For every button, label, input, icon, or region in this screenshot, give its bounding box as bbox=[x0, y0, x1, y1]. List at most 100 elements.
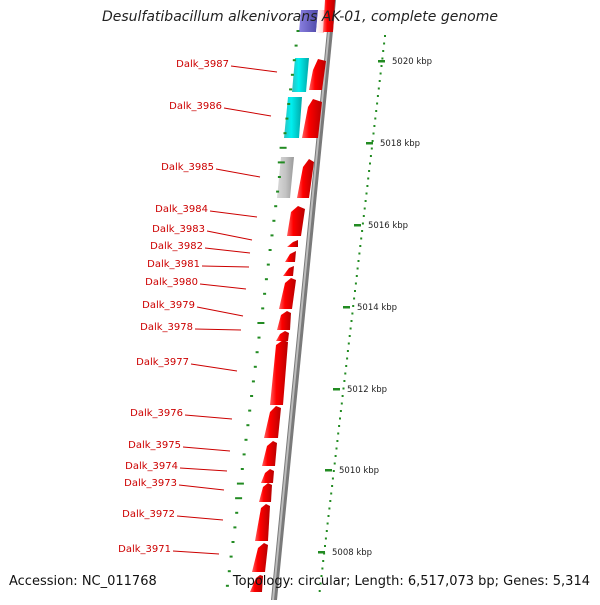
scale-dot bbox=[360, 237, 363, 240]
scale-dot bbox=[342, 387, 345, 390]
scale-dot bbox=[363, 207, 366, 210]
red-gene-arrow bbox=[309, 59, 326, 90]
gc-tick bbox=[257, 336, 261, 339]
scale-dot bbox=[380, 65, 383, 67]
scale-tick-mark bbox=[378, 60, 385, 63]
red-gene-arrow bbox=[262, 441, 277, 466]
gc-tick bbox=[240, 468, 244, 470]
red-gene-arrow bbox=[276, 331, 289, 341]
gene-label[interactable]: Dalk_3984 bbox=[155, 204, 208, 215]
gene-label[interactable]: Dalk_3975 bbox=[128, 440, 181, 451]
gene-label[interactable]: Dalk_3974 bbox=[125, 461, 178, 472]
scale-dot bbox=[319, 582, 322, 585]
gene-label[interactable]: Dalk_3978 bbox=[140, 322, 193, 333]
scale-dot bbox=[325, 530, 328, 532]
scale-dot bbox=[344, 372, 347, 375]
gene-label-leader-line bbox=[215, 168, 261, 178]
red-gene-arrow bbox=[259, 483, 272, 502]
scale-dot bbox=[373, 125, 376, 127]
scale-dot bbox=[332, 470, 335, 472]
red-gene-arrow bbox=[287, 240, 298, 247]
scale-dot bbox=[375, 110, 378, 112]
gene-label-leader-line bbox=[209, 210, 258, 218]
gc-tick bbox=[270, 234, 274, 237]
scale-dot bbox=[349, 327, 352, 330]
gc-tick bbox=[229, 555, 233, 558]
scale-tick-mark bbox=[354, 224, 361, 227]
scale-dot bbox=[369, 162, 371, 165]
gc-tick bbox=[277, 176, 281, 178]
gc-tick bbox=[263, 292, 267, 295]
gc-tick bbox=[266, 263, 270, 266]
red-gene-arrow bbox=[250, 575, 263, 592]
scale-dot bbox=[354, 290, 356, 292]
gc-tick bbox=[227, 570, 231, 573]
red-gene-arrow bbox=[302, 99, 322, 138]
scale-dot bbox=[352, 305, 355, 307]
scale-dot bbox=[324, 545, 326, 547]
scale-tick-label: 5016 kbp bbox=[368, 221, 408, 231]
scale-tick-label: 5008 kbp bbox=[332, 548, 372, 558]
gene-label-leader-line bbox=[196, 306, 244, 317]
scale-dot bbox=[335, 447, 338, 450]
gene-label[interactable]: Dalk_3980 bbox=[145, 277, 198, 288]
gene-label-leader-line bbox=[223, 107, 272, 117]
genome-backbone-highlight bbox=[272, 0, 333, 600]
genome-title: Desulfatibacillum alkenivorans AK-01, co… bbox=[101, 9, 499, 25]
gene-label[interactable]: Dalk_3981 bbox=[147, 259, 200, 270]
gc-tick bbox=[231, 541, 235, 543]
red-gene-arrow bbox=[285, 251, 296, 262]
gene-label[interactable]: Dalk_3976 bbox=[130, 408, 183, 419]
gene-label[interactable]: Dalk_3971 bbox=[118, 544, 171, 555]
scale-dot bbox=[355, 275, 358, 277]
gene-label[interactable]: Dalk_3986 bbox=[169, 101, 222, 112]
gene-label[interactable]: Dalk_3987 bbox=[176, 59, 229, 70]
gene-label[interactable]: Dalk_3979 bbox=[142, 300, 195, 311]
scale-dot bbox=[338, 425, 341, 427]
scale-dot bbox=[331, 485, 334, 487]
gene-label-leader-line bbox=[176, 515, 224, 521]
scale-dot bbox=[322, 560, 325, 562]
scale-dot bbox=[384, 35, 386, 37]
scale-tick-mark bbox=[333, 388, 340, 391]
gene-label[interactable]: Dalk_3973 bbox=[124, 478, 177, 489]
scale-dot bbox=[327, 515, 330, 517]
scale-dot bbox=[354, 282, 357, 285]
scale-tick-label: 5012 kbp bbox=[347, 385, 387, 395]
scale-dot bbox=[371, 140, 374, 142]
scale-dot bbox=[369, 155, 372, 157]
scale-dot bbox=[346, 357, 349, 360]
scale-dot bbox=[345, 365, 348, 367]
scale-dot bbox=[359, 245, 362, 247]
scale-dot bbox=[366, 185, 369, 187]
gc-tick bbox=[292, 59, 296, 62]
gene-label[interactable]: Dalk_3972 bbox=[122, 509, 175, 520]
scale-dot bbox=[334, 455, 337, 457]
scale-dot bbox=[341, 395, 344, 397]
scale-tick-label: 5020 kbp bbox=[392, 57, 432, 67]
gene-label-leader-line bbox=[182, 446, 231, 452]
gc-tick bbox=[242, 453, 246, 456]
scale-dot bbox=[346, 350, 349, 352]
gene-label[interactable]: Dalk_3983 bbox=[152, 224, 205, 235]
gc-tick bbox=[255, 351, 259, 354]
scale-dot bbox=[361, 230, 364, 232]
gene-label[interactable]: Dalk_3985 bbox=[161, 162, 214, 173]
top-red-gene bbox=[323, 0, 335, 32]
gc-tick bbox=[244, 438, 248, 441]
scale-dot bbox=[324, 537, 327, 540]
scale-dot bbox=[321, 567, 324, 570]
gc-tick bbox=[235, 497, 243, 500]
gc-tick bbox=[253, 365, 257, 368]
topology-text: Topology: circular; Length: 6,517,073 bp… bbox=[232, 574, 590, 589]
scale-dot bbox=[339, 417, 341, 420]
accession-text: Accession: NC_011768 bbox=[9, 574, 157, 589]
scale-dot bbox=[336, 440, 339, 442]
gc-tick bbox=[285, 117, 289, 120]
scale-dot bbox=[372, 132, 375, 135]
gene-label[interactable]: Dalk_3982 bbox=[150, 241, 203, 252]
gene-label[interactable]: Dalk_3977 bbox=[136, 357, 189, 368]
gene-label-leader-line bbox=[199, 283, 247, 290]
scale-dot bbox=[343, 380, 346, 382]
